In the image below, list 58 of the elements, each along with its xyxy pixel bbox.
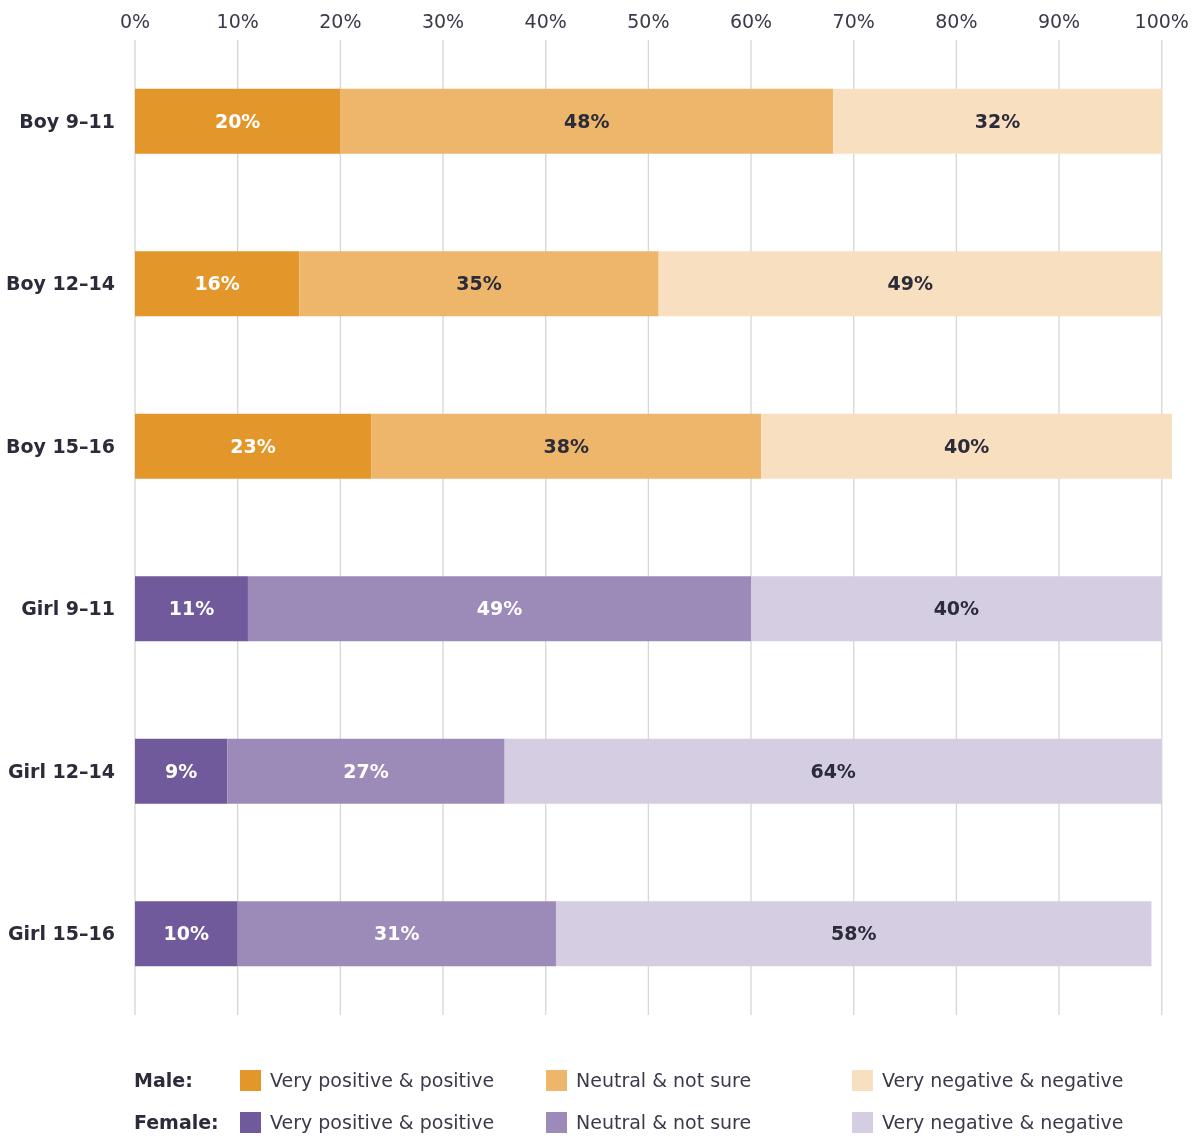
- x-tick-label: 30%: [421, 10, 465, 32]
- bar: [227, 738, 505, 804]
- legend-label: Very negative & negative: [882, 1110, 1124, 1133]
- x-tick-label: 90%: [1037, 10, 1081, 32]
- bar: [135, 251, 300, 317]
- y-tick-label: Girl 15–16: [8, 922, 115, 945]
- legend-label: Very negative & negative: [882, 1068, 1124, 1091]
- x-tick-label: 100%: [1134, 10, 1189, 32]
- data-label: 40%: [943, 434, 990, 457]
- bar: [135, 738, 228, 804]
- data-label: 10%: [163, 922, 210, 945]
- data-label: 38%: [543, 434, 589, 457]
- x-tick-label: 70%: [832, 10, 875, 32]
- x-tick-label: 20%: [319, 10, 362, 32]
- data-label: 11%: [168, 597, 215, 620]
- bar: [833, 88, 1162, 154]
- data-label: 32%: [974, 109, 1021, 132]
- data-label: 31%: [374, 922, 420, 945]
- data-label: 35%: [456, 272, 502, 295]
- bar: [761, 413, 1172, 479]
- text: Male:: [134, 1068, 193, 1091]
- x-tick-label: 50%: [627, 10, 670, 32]
- text: Female:: [134, 1110, 219, 1133]
- x-tick-label: 60%: [729, 10, 773, 32]
- data-label: 20%: [214, 109, 261, 132]
- bar: [340, 88, 834, 154]
- data-label: 64%: [810, 759, 856, 782]
- x-tick-label: 0%: [119, 10, 151, 32]
- x-tick-label: 80%: [935, 10, 978, 32]
- legend-label: Very positive & positive: [270, 1110, 495, 1133]
- x-tick-label: 10%: [216, 10, 259, 32]
- legend-label: Neutral & not sure: [576, 1110, 752, 1133]
- data-label: 40%: [933, 597, 980, 620]
- y-tick-label: Girl 9–11: [21, 597, 115, 620]
- data-label: 27%: [343, 759, 389, 782]
- data-label: 58%: [830, 922, 877, 945]
- y-tick-label: Boy 15–16: [6, 434, 115, 457]
- data-label: 49%: [887, 272, 933, 295]
- data-label: 23%: [230, 434, 276, 457]
- bar: [247, 576, 752, 642]
- bar: [135, 901, 238, 967]
- bar: [135, 413, 372, 479]
- data-label: 16%: [194, 272, 240, 295]
- bar: [371, 413, 762, 479]
- bar: [658, 251, 1162, 317]
- bar: [237, 901, 556, 967]
- x-tick-label: 40%: [524, 10, 567, 32]
- bar: [135, 576, 248, 642]
- legend-label: Neutral & not sure: [576, 1068, 752, 1091]
- bar: [299, 251, 659, 317]
- legend-label: Very positive & positive: [270, 1068, 495, 1091]
- data-label: 48%: [564, 109, 610, 132]
- y-tick-label: Boy 12–14: [6, 272, 115, 295]
- data-label: 49%: [476, 597, 523, 620]
- y-tick-label: Girl 12–14: [8, 759, 115, 782]
- y-tick-label: Boy 9–11: [19, 109, 115, 132]
- bar: [135, 88, 341, 154]
- data-label: 9%: [165, 759, 198, 782]
